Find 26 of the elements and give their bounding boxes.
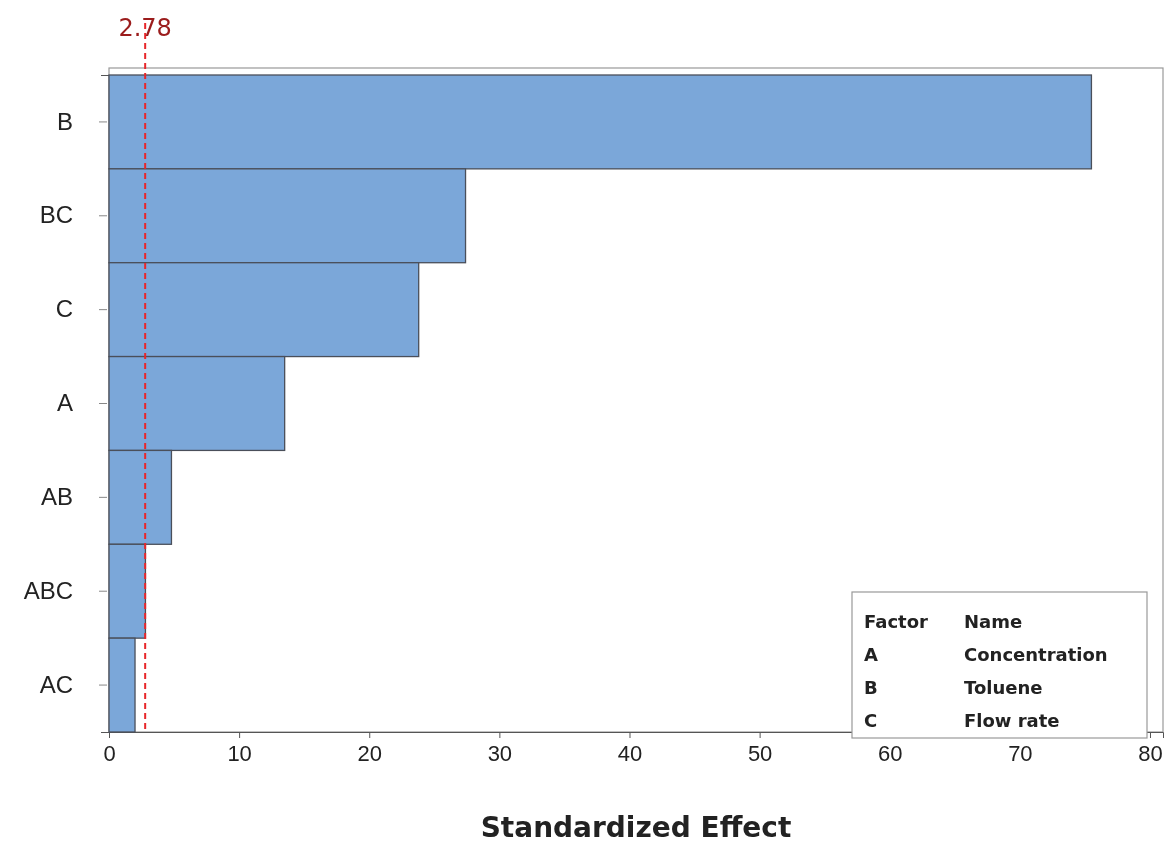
annotation: Concentration xyxy=(964,644,1108,665)
annotation: C xyxy=(864,710,878,731)
annotation: B xyxy=(864,677,878,698)
x-tick-label: 20 xyxy=(357,740,382,766)
annotation: Name xyxy=(964,611,1023,632)
y-tick-label: B xyxy=(56,107,73,135)
y-tick-label: C xyxy=(55,295,73,323)
y-tick-label: BC xyxy=(39,201,73,229)
y-tick-label: ABC xyxy=(23,576,73,604)
annotation: Factor xyxy=(864,611,929,632)
y-tick-label: AC xyxy=(39,670,73,698)
x-tick-label: 40 xyxy=(617,740,643,766)
x-axis-title: Standardized Effect xyxy=(480,811,792,843)
annotation: A xyxy=(864,644,878,665)
ref-line-label: 2.78 xyxy=(118,14,172,42)
x-tick-label: 80 xyxy=(1138,740,1163,766)
x-tick-label: 60 xyxy=(878,740,903,766)
x-tick-label: 10 xyxy=(227,740,252,766)
x-tick-label: 0 xyxy=(103,740,116,766)
y-tick-label: A xyxy=(56,389,73,417)
annotation: Flow rate xyxy=(964,710,1060,731)
annotation: Toluene xyxy=(964,677,1043,698)
y-tick-label: AB xyxy=(40,483,73,511)
x-tick-label: 70 xyxy=(1008,740,1033,766)
x-tick-label: 30 xyxy=(487,740,513,766)
x-tick-label: 50 xyxy=(747,740,773,766)
